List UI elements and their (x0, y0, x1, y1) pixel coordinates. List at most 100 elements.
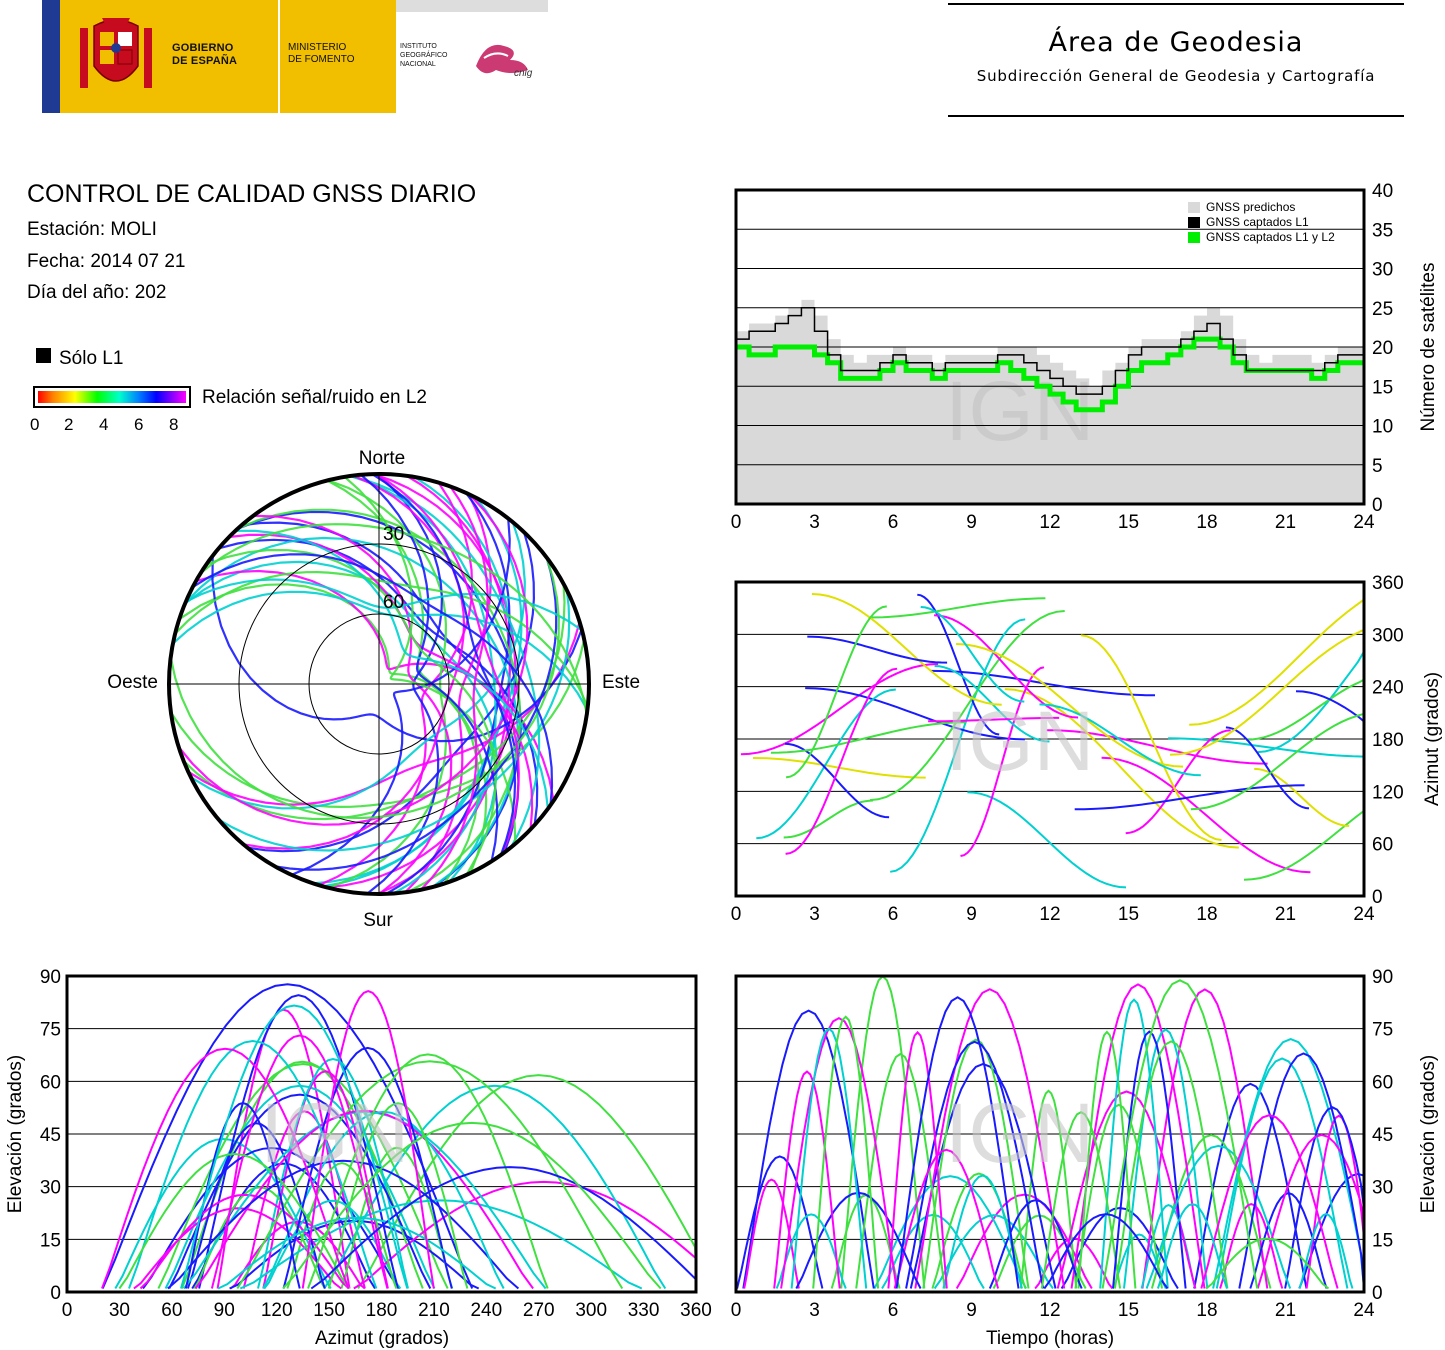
x-tick-label: 90 (214, 1300, 235, 1321)
satellite-track (193, 1186, 326, 1290)
satellite-track (1046, 729, 1268, 765)
satellite-track (1212, 1038, 1365, 1289)
y-tick-label: 0 (1372, 1283, 1383, 1304)
satellite-track (1205, 1237, 1330, 1290)
satellite-track (917, 593, 1000, 736)
satellite-track (177, 493, 529, 826)
x-tick-label: 6 (888, 904, 899, 925)
satellite-track (1123, 1028, 1209, 1289)
ring-label-30: 30 (383, 524, 404, 545)
satellite-track (868, 597, 1046, 619)
colorbar-tick: 8 (169, 415, 179, 434)
gobierno-text: GOBIERNO DE ESPAÑA (172, 42, 238, 67)
area-subtitle: Subdirección General de Geodesia y Carto… (976, 67, 1376, 85)
y-tick-label: 5 (1372, 456, 1383, 477)
satellite-track (805, 687, 1025, 741)
x-tick-label: 21 (1275, 512, 1296, 533)
satellite-track (740, 663, 939, 756)
chart-legend: GNSS predichos GNSS captados L1 GNSS cap… (1188, 200, 1335, 244)
y-axis-label: Número de satélites (1418, 263, 1439, 432)
satellite-track (1156, 1203, 1228, 1289)
y-tick-label: 0 (1372, 495, 1383, 516)
x-tick-label: 210 (418, 1300, 450, 1321)
satellite-track (780, 1016, 898, 1289)
satellite-track (211, 555, 583, 743)
snr-colorbar (33, 386, 191, 408)
area-title: Área de Geodesia (1048, 27, 1304, 58)
y-tick-label: 45 (40, 1125, 61, 1146)
plot-frame (734, 188, 1366, 506)
satellite-track (840, 975, 926, 1289)
legend-swatch-l1 (1188, 217, 1200, 228)
satellite-track (1238, 1052, 1365, 1289)
satellite-track (956, 643, 1184, 768)
satellite-track (229, 1219, 480, 1290)
ring-label-60: 60 (383, 592, 404, 613)
y-tick-label: 60 (1372, 1072, 1393, 1093)
y-tick-label: 240 (1372, 678, 1404, 699)
satellite-track (1257, 592, 1365, 754)
satellite-track (262, 1070, 389, 1289)
satellite-track (811, 593, 1002, 706)
satellite-track (743, 1178, 800, 1289)
satellite-track (1243, 780, 1365, 881)
satellite-track (1080, 634, 1222, 841)
legend-swatch-l1l2 (1188, 232, 1200, 243)
x-tick-label: 270 (523, 1300, 555, 1321)
area-header: Área de Geodesia Subdirección General de… (948, 3, 1404, 117)
x-tick-label: 360 (680, 1300, 712, 1321)
x-tick-label: 12 (1039, 904, 1060, 925)
legend-label-l1l2: GNSS captados L1 y L2 (1206, 230, 1335, 244)
satellite-track (371, 473, 517, 856)
x-tick-label: 9 (966, 904, 977, 925)
x-tick-label: 30 (109, 1300, 130, 1321)
satellite-track (893, 1148, 1000, 1289)
y-tick-label: 45 (1372, 1125, 1393, 1146)
y-tick-label: 20 (1372, 338, 1393, 359)
satellite-track (301, 990, 435, 1289)
satellite-track (1056, 1090, 1197, 1289)
cnig-logo-icon: cnig (476, 44, 533, 79)
satellite-track (1298, 1213, 1354, 1289)
satellite-track (1101, 756, 1311, 874)
east-label: Este (602, 672, 640, 693)
x-tick-label: 6 (888, 512, 899, 533)
satellite-track (785, 605, 887, 779)
satellite-track (274, 557, 558, 871)
ministerio-logo (280, 0, 396, 113)
satellite-track (790, 1027, 868, 1289)
x-tick-label: 15 (1118, 1300, 1139, 1321)
satellite-track (210, 1034, 389, 1289)
satellite-track (1043, 1213, 1169, 1290)
satellite-track (1040, 1111, 1122, 1289)
satellite-track (114, 1137, 332, 1289)
satellite-track (168, 1093, 432, 1289)
satellite-track (775, 1213, 847, 1289)
satellite-track (905, 1040, 1045, 1289)
ministerio-text: MINISTERIO DE FOMENTO (288, 42, 355, 65)
ign-watermark: IGN (945, 364, 1094, 458)
y-axis-label: Elevación (grados) (5, 1055, 26, 1213)
satellite-track (420, 485, 489, 891)
x-tick-label: 15 (1118, 904, 1139, 925)
station-label: Estación: MOLI (27, 219, 157, 240)
satellite-track (235, 529, 549, 809)
snr-colorbar-label: Relación señal/ruido en L2 (202, 387, 427, 408)
x-tick-label: 3 (809, 904, 820, 925)
legend-label-l1: GNSS captados L1 (1206, 215, 1309, 229)
y-axis-label: Azimut (grados) (1422, 672, 1443, 806)
satellite-track (934, 614, 1079, 719)
satellite-track (1145, 1144, 1292, 1289)
y-tick-label: 90 (1372, 967, 1393, 988)
y-tick-label: 0 (1372, 887, 1383, 908)
y-tick-label: 10 (1372, 417, 1393, 438)
x-axis-label: Azimut (grados) (315, 1328, 449, 1349)
x-tick-label: 3 (809, 512, 820, 533)
colorbar-tick: 0 (30, 415, 40, 434)
west-label: Oeste (107, 672, 158, 693)
satellite-track (988, 1199, 1083, 1289)
ign-watermark: IGN (945, 694, 1094, 788)
x-tick-label: 60 (161, 1300, 182, 1321)
y-tick-label: 75 (1372, 1020, 1393, 1041)
colorbar-tick: 2 (64, 415, 74, 434)
